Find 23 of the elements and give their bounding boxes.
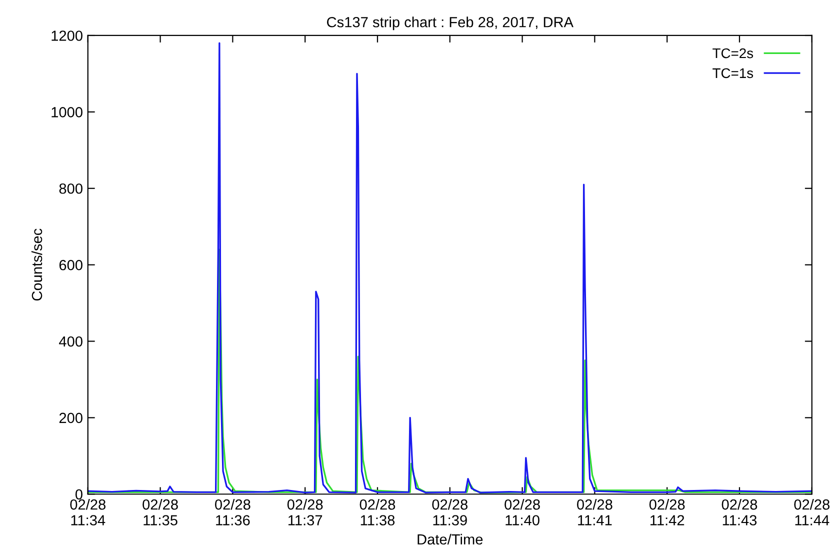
x-tick-label: 02/28 11:36: [215, 498, 250, 526]
y-tick-label: 600: [59, 260, 82, 270]
x-tick-label: 02/28 11:35: [142, 498, 178, 526]
x-tick-label: 02/28 11:34: [70, 498, 106, 526]
x-tick-label: 02/28 11:39: [432, 498, 468, 526]
x-tick-label: 02/28 11:43: [722, 498, 758, 526]
y-tick-label: 1200: [52, 30, 82, 41]
y-tick-label: 800: [59, 183, 82, 194]
legend-label: TC=2s: [712, 48, 754, 58]
x-tick-label: 02/28 11:40: [504, 498, 540, 526]
x-tick-label: 02/28 11:37: [287, 498, 323, 526]
x-tick-label: 02/28 11:42: [649, 498, 685, 526]
y-tick-label: 1000: [52, 107, 82, 118]
y-tick-label: 200: [59, 412, 82, 424]
y-tick-label: 400: [59, 336, 82, 347]
x-tick-label: 02/28 11:44: [794, 498, 830, 526]
chart-title: Cs137 strip chart : Feb 28, 2017, DRA: [327, 16, 574, 30]
y-axis-title: Counts/sec: [31, 228, 42, 301]
x-tick-label: 02/28 11:38: [360, 498, 396, 526]
x-axis-title: Date/Time: [418, 534, 483, 545]
y-tick-label: 0: [75, 489, 82, 500]
legend-label: TC=1s: [712, 68, 754, 78]
x-tick-label: 02/28 11:41: [577, 498, 612, 526]
